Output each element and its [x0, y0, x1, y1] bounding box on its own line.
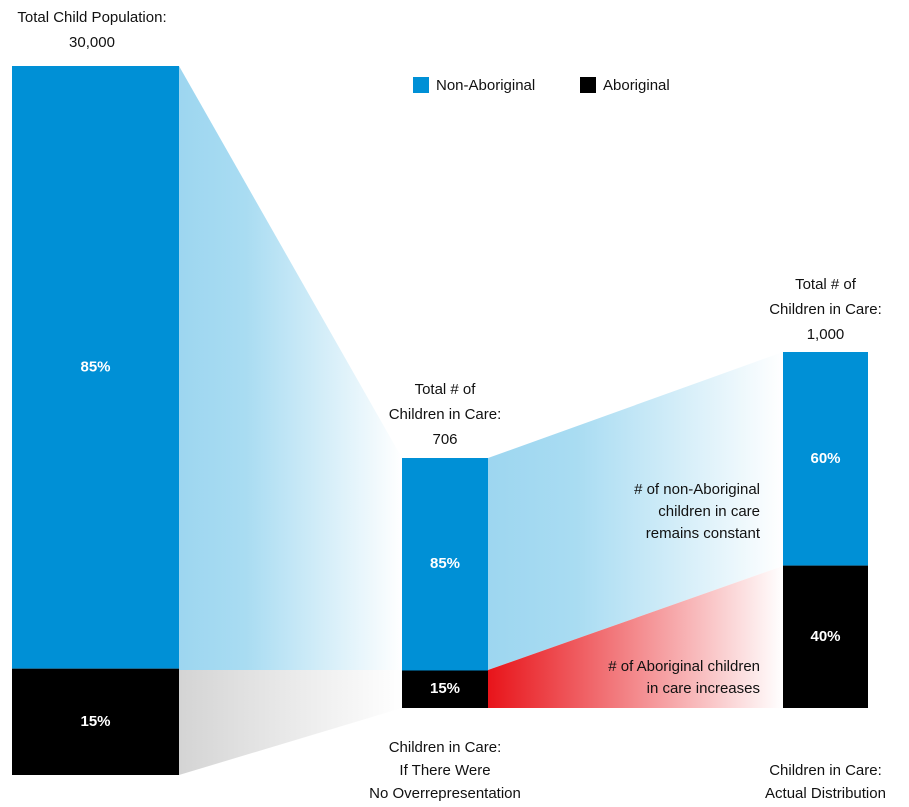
annotation: children in care: [658, 503, 760, 520]
column-caption: No Overrepresentation: [369, 785, 521, 802]
bar-segment: [402, 458, 488, 671]
column-caption: If There Were: [399, 762, 490, 779]
column-title: 1,000: [807, 326, 845, 343]
flow-band: [179, 670, 402, 775]
bar-segment: [783, 352, 868, 566]
legend-swatch: [413, 77, 429, 93]
bar-segment: [12, 668, 179, 775]
segment-label: 85%: [80, 358, 110, 375]
segment-label: 60%: [810, 450, 840, 467]
column-caption: Children in Care:: [389, 739, 502, 756]
bar-segment: [12, 66, 179, 669]
column-caption: Children in Care:: [769, 762, 882, 779]
flow-band: [179, 66, 402, 670]
legend-swatch: [580, 77, 596, 93]
flow-band: [488, 352, 783, 670]
annotation: # of non-Aboriginal: [634, 481, 760, 498]
segment-label: 85%: [430, 555, 460, 572]
legend-label: Non-Aboriginal: [436, 77, 535, 94]
column-title: 706: [432, 431, 457, 448]
column-title: Total Child Population:: [17, 9, 166, 26]
annotation: in care increases: [647, 680, 760, 697]
flows: [179, 66, 783, 775]
segment-label: 15%: [80, 713, 110, 730]
column-title: Total # of: [415, 381, 477, 398]
annotation: # of Aboriginal children: [608, 658, 760, 675]
segment-label: 40%: [810, 628, 840, 645]
column-title: Total # of: [795, 276, 857, 293]
segment-label: 15%: [430, 680, 460, 697]
column-title: Children in Care:: [769, 301, 882, 318]
column-caption: Actual Distribution: [765, 785, 886, 802]
legend-label: Aboriginal: [603, 77, 670, 94]
column-title: Children in Care:: [389, 406, 502, 423]
bar-segment: [783, 565, 868, 708]
column-title: 30,000: [69, 34, 115, 51]
bar-segment: [402, 670, 488, 708]
flow-band: [488, 566, 783, 708]
annotation: remains constant: [646, 525, 761, 542]
